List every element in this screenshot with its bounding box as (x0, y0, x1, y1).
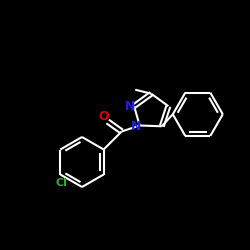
Text: Cl: Cl (56, 178, 67, 188)
Text: O: O (98, 110, 109, 123)
Text: N: N (125, 100, 135, 113)
Text: N: N (130, 120, 141, 133)
